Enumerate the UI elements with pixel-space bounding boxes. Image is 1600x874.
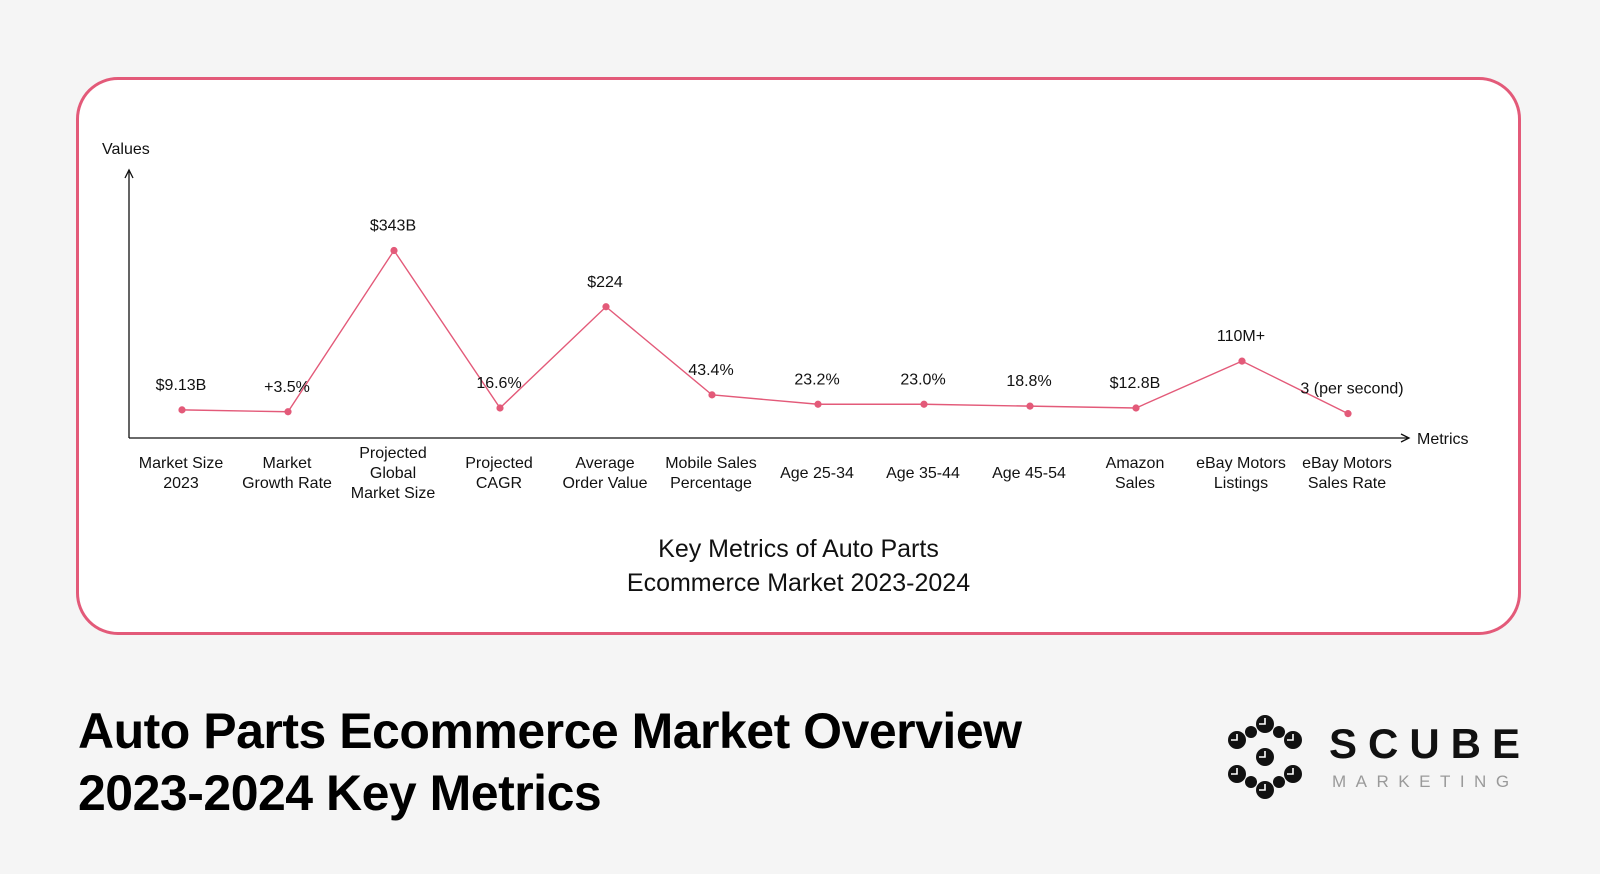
x-tick-label: Projected CAGR (465, 455, 533, 492)
data-label: 3 (per second) (1300, 381, 1403, 398)
data-point (1132, 404, 1140, 412)
logo-name: SCUBE (1329, 720, 1532, 767)
x-axis-label: Metrics (1417, 431, 1469, 448)
data-point (284, 408, 292, 416)
x-tick-label: Amazon Sales (1106, 455, 1165, 492)
data-point (496, 404, 504, 412)
x-tick-label: eBay Motors Sales Rate (1302, 455, 1392, 492)
logo-node (1273, 776, 1285, 788)
x-tick-label: Average Order Value (562, 455, 647, 492)
data-label: $9.13B (156, 377, 207, 394)
logo-node-slit (1231, 734, 1238, 741)
logo-node-slit (1259, 751, 1266, 758)
line-chart: Values Metrics $9.13B Market Size 2023 +3.5% M… (102, 141, 1469, 502)
y-axis-label: Values (102, 141, 150, 158)
page-title: Auto Parts Ecommerce Market Overview 202… (78, 703, 1022, 821)
data-point (390, 246, 398, 255)
x-tick-label: Projected Global Market Size (351, 445, 436, 502)
data-label: +3.5% (264, 379, 310, 396)
data-point (708, 391, 716, 399)
chart-card: Values Metrics $9.13B Market Size 2023 +3.5% M… (76, 77, 1521, 635)
data-label: 18.8% (1006, 373, 1051, 390)
logo-node-slit (1287, 768, 1294, 775)
x-tick-label: Age 25-34 (780, 465, 854, 482)
logo-node-slit (1259, 718, 1266, 725)
logo-node (1245, 776, 1257, 788)
data-label: $343B (370, 218, 416, 235)
logo-node (1245, 726, 1257, 738)
x-tick-label: Age 35-44 (886, 465, 960, 482)
logo-subtitle: MARKETING (1332, 772, 1519, 791)
brand-logo: SCUBE MARKETING (1222, 714, 1522, 804)
data-point (814, 400, 822, 408)
data-label: 16.6% (476, 375, 521, 392)
x-tick-label: Mobile Sales Percentage (665, 455, 757, 492)
x-tick-label: eBay Motors Listings (1196, 455, 1286, 492)
data-label: $12.8B (1110, 375, 1161, 392)
data-point (602, 303, 610, 311)
logo-node-slit (1287, 734, 1294, 741)
data-point (920, 400, 928, 408)
x-tick-label: Age 45-54 (992, 465, 1066, 482)
scube-hexagon-mark-icon (1228, 715, 1302, 799)
data-point (1344, 410, 1352, 418)
y-axis-arrow (124, 168, 134, 179)
data-label: 23.2% (794, 371, 839, 388)
logo-node (1273, 726, 1285, 738)
x-axis-arrow (1400, 433, 1411, 443)
data-label: 110M+ (1217, 328, 1265, 345)
data-point (1238, 357, 1246, 365)
logo-node-slit (1231, 768, 1238, 775)
data-point (1026, 402, 1034, 410)
x-tick-label: Market Growth Rate (242, 455, 332, 492)
data-label: 43.4% (688, 362, 733, 379)
data-label: $224 (587, 274, 623, 291)
data-label: 23.0% (900, 371, 945, 388)
x-tick-label: Market Size 2023 (139, 455, 224, 492)
logo-node-slit (1259, 784, 1266, 791)
series-line (181, 249, 1349, 415)
data-point (178, 406, 186, 414)
